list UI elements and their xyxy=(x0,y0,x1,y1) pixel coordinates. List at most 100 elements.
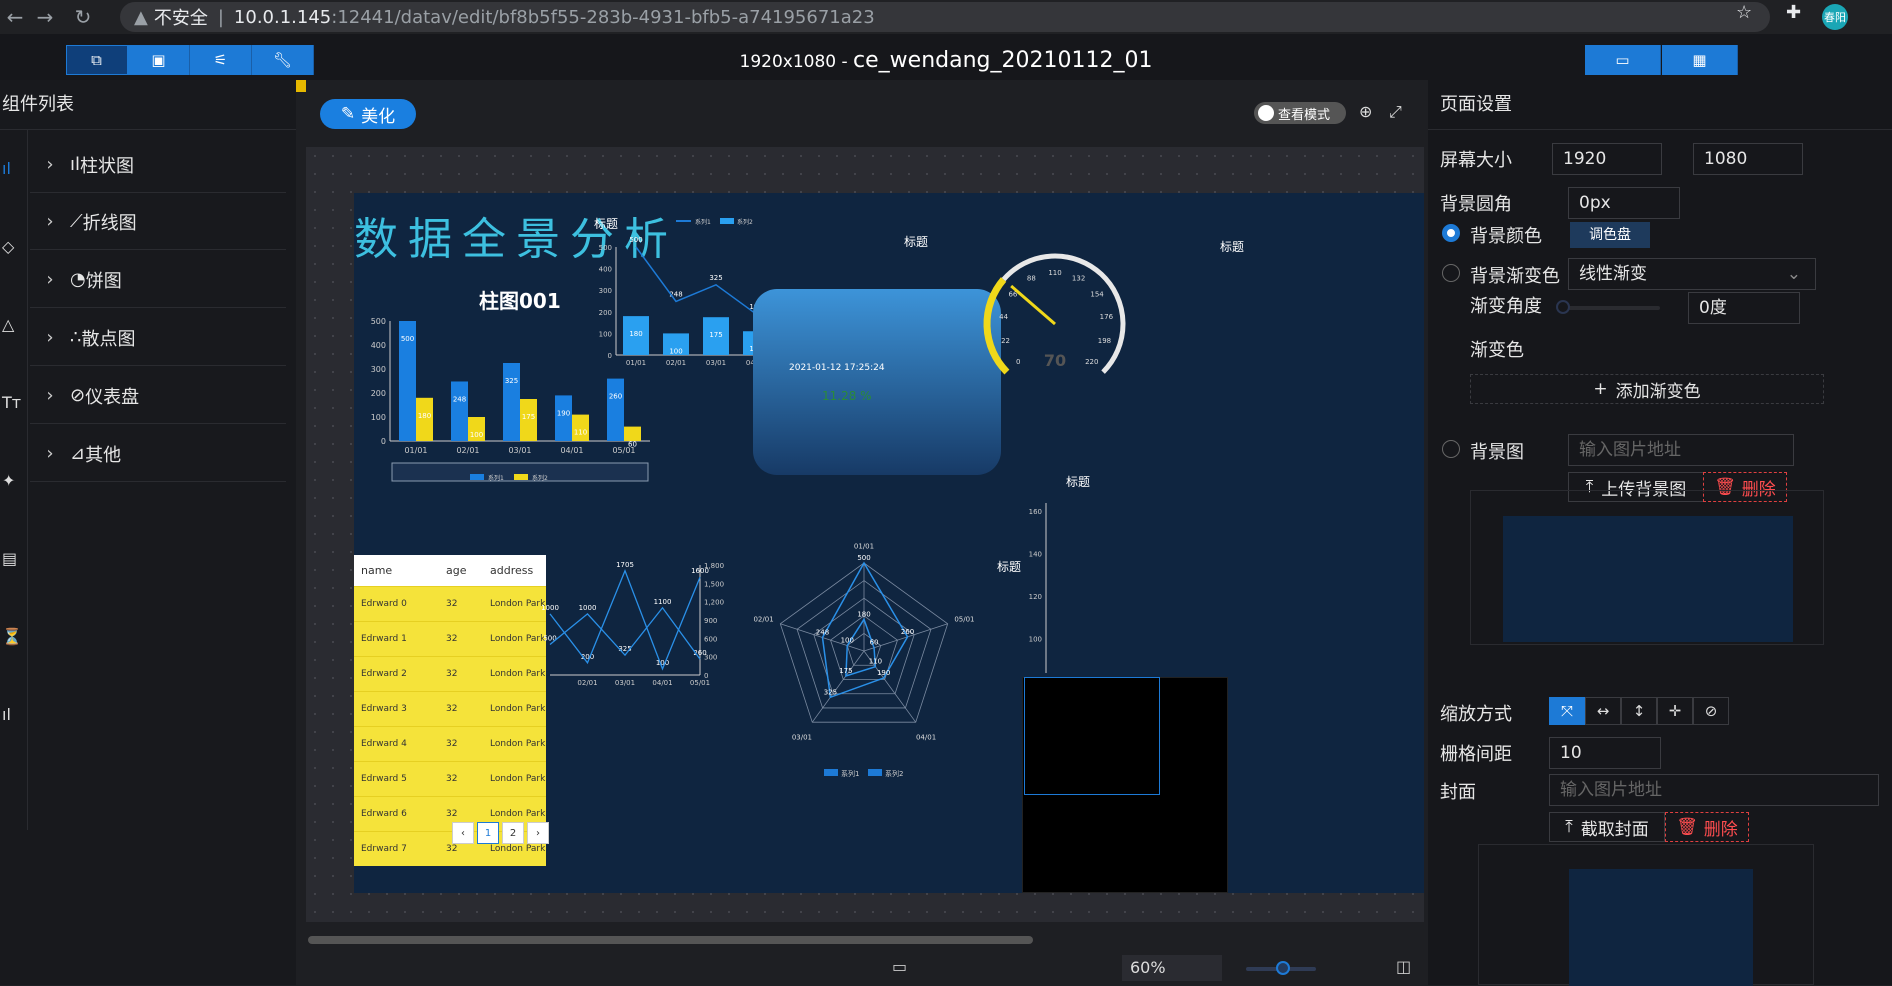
gauge-chart[interactable]: 0 22 44 66 88 110 132 154 176 198 220 70 xyxy=(970,239,1140,389)
star-icon[interactable]: ☆ xyxy=(1736,2,1753,23)
scale-full-button[interactable]: ✛ xyxy=(1657,697,1693,725)
category-bar[interactable]: › ıl 柱状图 xyxy=(30,137,286,193)
bg-image-radio[interactable] xyxy=(1442,440,1460,458)
category-gauge[interactable]: › ⊘ 仪表盘 xyxy=(30,368,286,424)
forward-icon[interactable]: → xyxy=(36,5,54,29)
height-input[interactable]: 1080 xyxy=(1693,143,1803,175)
monitor-icon[interactable]: ▭ xyxy=(892,957,908,976)
beautify-button[interactable]: ✎ 美化 xyxy=(320,99,416,129)
line-chart[interactable]: 0 300 600 900 1,200 1,500 1,800 02/01 03/01 04/01… xyxy=(542,555,742,695)
security-label: 不安全 xyxy=(153,8,208,29)
fullscreen-icon[interactable]: ⤢ xyxy=(1389,102,1402,121)
page-prev[interactable]: ‹ xyxy=(452,822,474,844)
view-mode-toggle[interactable]: 查看模式 xyxy=(1254,102,1346,124)
table-row[interactable]: Edrward 4 32 London Park n... xyxy=(354,726,546,761)
gradient-angle-input[interactable]: 0度 xyxy=(1688,292,1800,324)
rail-text-icon[interactable]: Tт xyxy=(2,393,22,412)
bar-chart[interactable]: 0 100 200 300 400 500 500 180 01/01 248 100 02/01 32… xyxy=(362,311,662,521)
y-tick-label: 0 xyxy=(704,672,708,680)
table-row[interactable]: Edrward 0 32 London Park n... xyxy=(354,586,546,621)
page-1[interactable]: 1 xyxy=(477,822,499,844)
table-row[interactable]: Edrward 7 32 London Park n... xyxy=(354,831,546,866)
radar-chart[interactable]: 01/01 05/01 04/01 03/01 02/01 500 260 190 325 248… xyxy=(734,533,994,793)
globe-icon[interactable]: ⊕ xyxy=(1359,102,1373,121)
filter-button[interactable]: ⚟ xyxy=(190,45,252,75)
grid-input[interactable]: 10 xyxy=(1549,737,1661,769)
table-row[interactable]: Edrward 6 32 London Park n... xyxy=(354,796,546,831)
table-row[interactable]: Edrward 2 32 London Park n... xyxy=(354,656,546,691)
bar xyxy=(451,381,468,441)
data-table[interactable]: name age address Edrward 0 32 London Park … xyxy=(354,555,546,866)
slider-handle[interactable] xyxy=(1556,300,1570,314)
panel-resize-handle[interactable] xyxy=(296,80,306,92)
cell: London Park n... xyxy=(490,844,546,854)
bg-color-radio[interactable] xyxy=(1442,224,1460,242)
table-row[interactable]: Edrward 1 32 London Park n... xyxy=(354,621,546,656)
table-row[interactable]: Edrward 3 32 London Park n... xyxy=(354,691,546,726)
rail-media-icon[interactable]: ✦ xyxy=(2,471,16,490)
gradient-card[interactable] xyxy=(753,289,1001,475)
zoom-slider[interactable] xyxy=(1246,961,1316,975)
fit-icon[interactable]: ◫ xyxy=(1396,957,1412,976)
reload-icon[interactable]: ↻ xyxy=(74,5,92,29)
data-label: 325 xyxy=(709,274,722,282)
capture-cover-button[interactable]: ⤒ 截取封面 xyxy=(1549,812,1665,842)
legend-swatch xyxy=(470,474,484,480)
tools-button[interactable]: 🔧︎ xyxy=(252,45,314,75)
add-gradient-button[interactable]: + 添加渐变色 xyxy=(1470,374,1824,404)
preview-button[interactable]: ▭ xyxy=(1585,45,1661,75)
table-row[interactable]: Edrward 5 32 London Park n... xyxy=(354,761,546,796)
category-scatter[interactable]: › ∴ 散点图 xyxy=(30,310,286,366)
right-line-chart[interactable]: 100 120 140 160 xyxy=(994,483,1224,743)
avatar[interactable]: 春阳 xyxy=(1822,4,1848,30)
palette-button[interactable]: 调色盘 xyxy=(1570,222,1650,248)
components-button[interactable]: ▣ xyxy=(128,45,190,75)
delete-cover-button[interactable]: 🗑︎ 删除 xyxy=(1665,812,1749,842)
rail-chart-icon[interactable]: ıl xyxy=(2,705,11,724)
category-pie[interactable]: › ◔ 饼图 xyxy=(30,252,286,308)
rail-timer-icon[interactable]: ⏳ xyxy=(2,627,22,646)
scale-fit-button[interactable]: ⤧ xyxy=(1549,697,1585,725)
cover-input[interactable]: 输入图片地址 xyxy=(1549,774,1879,806)
rail-shape-icon[interactable]: ◇ xyxy=(2,237,15,256)
scale-width-button[interactable]: ↔ xyxy=(1585,697,1621,725)
horizontal-scrollbar[interactable] xyxy=(308,936,1033,944)
selected-widget[interactable] xyxy=(1024,677,1160,795)
rail-triangle-icon[interactable]: △ xyxy=(2,315,15,334)
header-address[interactable]: address xyxy=(490,564,534,577)
bg-image-input[interactable]: 输入图片地址 xyxy=(1568,434,1794,466)
y-tick-label: 500 xyxy=(371,317,386,326)
gradient-angle-slider[interactable] xyxy=(1556,300,1660,314)
address-bar[interactable]: ▲ 不安全 | 10.0.1.145 :12441/datav/edit/bf8… xyxy=(120,2,1770,32)
y-tick-label: 300 xyxy=(704,654,717,662)
bg-gradient-radio[interactable] xyxy=(1442,264,1460,282)
y-tick-label: 200 xyxy=(599,309,612,317)
component-panel: 组件列表 ıl ◇ △ Tт ✦ ▤ ⏳ ıl › ıl 柱状图 › ⟋ 折线图 › ◔ 饼… xyxy=(0,80,296,985)
gradient-type-select[interactable]: 线性渐变 ⌄ xyxy=(1568,258,1816,290)
zoom-input[interactable]: 60% xyxy=(1122,955,1222,981)
scale-height-button[interactable]: ↕ xyxy=(1621,697,1657,725)
qrcode-button[interactable]: ▦ xyxy=(1662,45,1738,75)
page-2[interactable]: 2 xyxy=(502,822,524,844)
layers-button[interactable]: ⧉ xyxy=(66,45,128,75)
back-icon[interactable]: ← xyxy=(6,5,24,29)
cell: 32 xyxy=(446,774,458,784)
zoom-slider-handle[interactable] xyxy=(1276,961,1290,975)
delete-bg-button[interactable]: 🗑︎ 删除 xyxy=(1703,472,1787,502)
cell: Edrward 0 xyxy=(361,599,407,609)
x-tick-label: 05/01 xyxy=(690,679,710,687)
cell: 32 xyxy=(446,599,458,609)
legend-label: 系列1 xyxy=(488,474,504,482)
page-next[interactable]: › xyxy=(527,822,549,844)
header-name[interactable]: name xyxy=(361,564,393,577)
radius-input[interactable]: 0px xyxy=(1568,187,1680,219)
rail-table-icon[interactable]: ▤ xyxy=(2,549,18,568)
upload-bg-button[interactable]: ⤒ 上传背景图 xyxy=(1568,472,1704,502)
header-age[interactable]: age xyxy=(446,564,467,577)
rail-bar-icon[interactable]: ıl xyxy=(2,159,11,178)
width-input[interactable]: 1920 xyxy=(1552,143,1662,175)
category-other[interactable]: › ⊿ 其他 xyxy=(30,426,286,482)
category-line[interactable]: › ⟋ 折线图 xyxy=(30,194,286,250)
extensions-icon[interactable]: ✚ xyxy=(1786,2,1802,23)
scale-none-button[interactable]: ⊘ xyxy=(1693,697,1729,725)
